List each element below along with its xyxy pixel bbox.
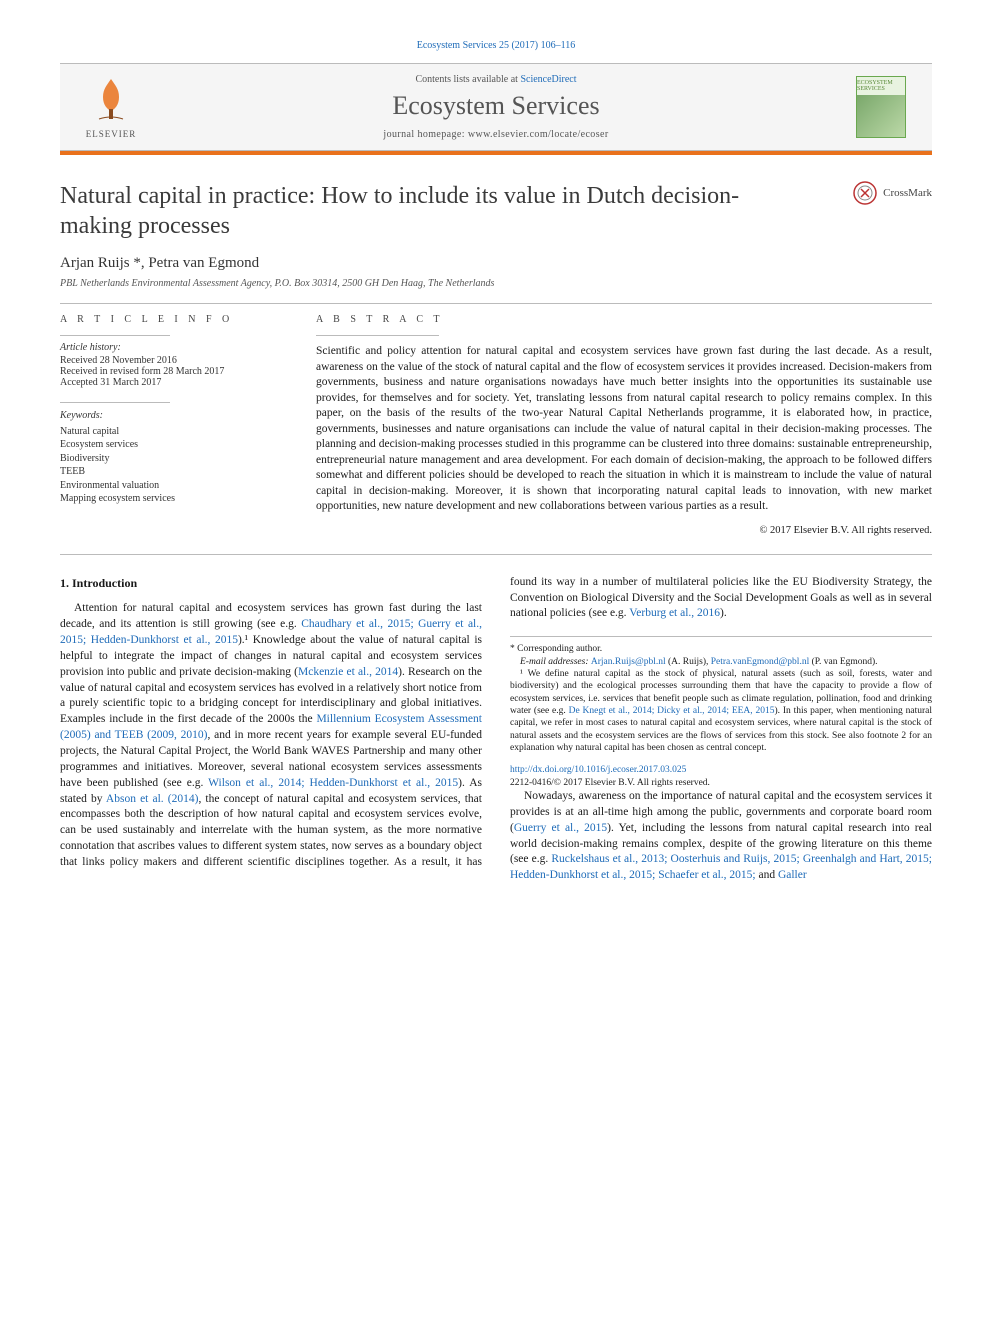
footnote-definition: ¹ We define natural capital as the stock…	[510, 668, 932, 754]
keyword-item: Mapping ecosystem services	[60, 492, 280, 506]
cover-title: ECOSYSTEM SERVICES	[857, 77, 905, 95]
footnote-emails: E-mail addresses: Arjan.Ruijs@pbl.nl (A.…	[510, 656, 932, 668]
crossmark-label: CrossMark	[883, 187, 932, 199]
publisher-name: ELSEVIER	[86, 129, 137, 139]
sciencedirect-link[interactable]: ScienceDirect	[520, 74, 576, 85]
homepage-line: journal homepage: www.elsevier.com/locat…	[146, 129, 846, 140]
section-heading: 1. Introduction	[60, 575, 482, 592]
history-revised: Received in revised form 28 March 2017	[60, 366, 280, 377]
history-label: Article history:	[60, 342, 280, 353]
authors-text: Arjan Ruijs *, Petra van Egmond	[60, 255, 259, 271]
elsevier-tree-icon	[89, 75, 133, 127]
doi-link[interactable]: http://dx.doi.org/10.1016/j.ecoser.2017.…	[510, 765, 686, 775]
article-info-heading: A R T I C L E I N F O	[60, 314, 280, 325]
email-attrib: (A. Ruijs),	[666, 657, 711, 667]
issn-copyright: 2212-0416/© 2017 Elsevier B.V. All right…	[510, 778, 710, 788]
accent-bar	[60, 151, 932, 155]
history-received: Received 28 November 2016	[60, 355, 280, 366]
footnote-corresponding: * Corresponding author.	[510, 643, 932, 655]
article-title: Natural capital in practice: How to incl…	[60, 181, 800, 241]
publisher-logo: ELSEVIER	[76, 75, 146, 139]
citation-link[interactable]: Mckenzie et al., 2014	[298, 666, 398, 678]
homepage-prefix: journal homepage:	[383, 129, 467, 140]
authors-line: Arjan Ruijs *, Petra van Egmond	[60, 255, 932, 272]
email-attrib: (P. van Egmond).	[809, 657, 877, 667]
keywords-label: Keywords:	[60, 409, 280, 423]
abstract-heading: A B S T R A C T	[316, 314, 932, 325]
email-link[interactable]: Petra.vanEgmond@pbl.nl	[711, 657, 809, 667]
article-info-column: A R T I C L E I N F O Article history: R…	[60, 314, 280, 536]
journal-cover-thumb: ECOSYSTEM SERVICES	[846, 76, 916, 138]
citation-link[interactable]: Guerry et al., 2015	[514, 822, 607, 834]
keyword-item: Environmental valuation	[60, 479, 280, 493]
citation-link[interactable]: Verburg et al., 2016	[629, 607, 720, 619]
cover-image	[857, 95, 905, 137]
body-text: ).	[720, 607, 727, 619]
divider-body	[60, 554, 932, 555]
body-text: and	[756, 869, 778, 881]
body-paragraph: Nowadays, awareness on the importance of…	[510, 789, 932, 884]
footnotes-block: * Corresponding author. E-mail addresses…	[510, 636, 932, 789]
copyright-line: © 2017 Elsevier B.V. All rights reserved…	[316, 525, 932, 536]
citation-link[interactable]: Wilson et al., 2014; Hedden-Dunkhorst et…	[208, 777, 458, 789]
citation-link[interactable]: Ruckelshaus et al., 2013; Oosterhuis and…	[510, 853, 932, 881]
doi-block: http://dx.doi.org/10.1016/j.ecoser.2017.…	[510, 764, 932, 789]
contents-line: Contents lists available at ScienceDirec…	[146, 74, 846, 85]
citation-link[interactable]: Abson et al. (2014)	[106, 793, 199, 805]
citation-header: Ecosystem Services 25 (2017) 106–116	[60, 40, 932, 51]
homepage-url[interactable]: www.elsevier.com/locate/ecoser	[468, 129, 609, 140]
citation-link[interactable]: De Knegt et al., 2014; Dicky et al., 201…	[569, 706, 775, 716]
body-two-column: 1. Introduction Attention for natural ca…	[60, 575, 932, 885]
history-accepted: Accepted 31 March 2017	[60, 377, 280, 388]
abstract-text: Scientific and policy attention for natu…	[316, 344, 932, 515]
citation-link[interactable]: TEEB (2009, 2010)	[115, 729, 208, 741]
contents-prefix: Contents lists available at	[415, 74, 520, 85]
crossmark-badge[interactable]: CrossMark	[853, 181, 932, 205]
journal-header-bar: ELSEVIER Contents lists available at Sci…	[60, 63, 932, 151]
affiliation: PBL Netherlands Environmental Assessment…	[60, 278, 932, 289]
keyword-item: TEEB	[60, 465, 280, 479]
keyword-item: Biodiversity	[60, 452, 280, 466]
crossmark-icon	[853, 181, 877, 205]
email-link[interactable]: Arjan.Ruijs@pbl.nl	[591, 657, 666, 667]
keyword-item: Natural capital	[60, 425, 280, 439]
email-label: E-mail addresses:	[520, 657, 591, 667]
abstract-column: A B S T R A C T Scientific and policy at…	[316, 314, 932, 536]
divider-top	[60, 303, 932, 304]
journal-name: Ecosystem Services	[146, 91, 846, 121]
keyword-item: Ecosystem services	[60, 438, 280, 452]
citation-link[interactable]: Galler	[778, 869, 807, 881]
